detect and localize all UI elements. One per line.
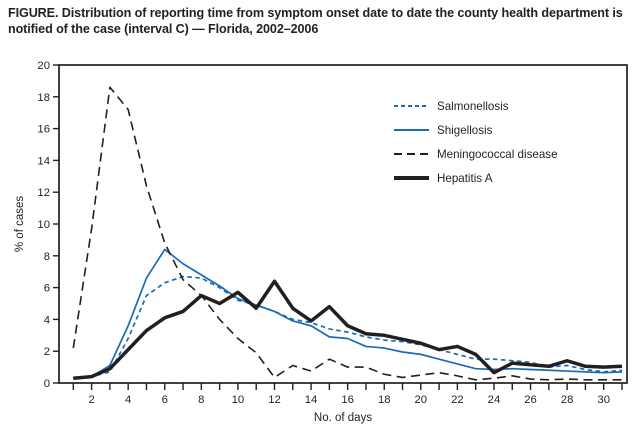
y-axis-tick-label: 16 — [37, 124, 50, 136]
y-axis-tick-label: 0 — [44, 378, 50, 390]
series-line-meningococcal-disease — [72, 86, 622, 381]
x-axis-tick-label: 16 — [341, 394, 354, 406]
x-axis-tick-label: 8 — [198, 394, 204, 406]
y-axis-label: % of cases — [14, 195, 26, 253]
y-axis-tick-label: 10 — [37, 219, 50, 231]
x-axis-tick-label: 14 — [305, 394, 318, 406]
series-line-hepatitis-a — [73, 279, 623, 380]
x-axis-tick-label: 18 — [378, 394, 391, 406]
y-axis-tick-label: 2 — [44, 346, 50, 358]
x-axis-tick-label: 10 — [232, 394, 245, 406]
y-axis-tick-label: 14 — [37, 155, 50, 167]
x-axis-tick-label: 4 — [125, 394, 131, 406]
legend-item-shigellosis: Shigellosis — [394, 118, 558, 142]
legend-label: Hepatitis A — [437, 171, 493, 185]
legend-item-meningococcal: Meningococcal disease — [394, 142, 558, 166]
x-axis-tick-label: 2 — [88, 394, 94, 406]
x-axis-label: No. of days — [313, 412, 373, 424]
legend-line-sample-salmonellosis — [394, 105, 429, 107]
legend-line-sample-shigellosis — [394, 129, 429, 131]
legend-label: Salmonellosis — [437, 99, 509, 113]
x-axis-tick-label: 22 — [451, 394, 464, 406]
y-axis-tick-label: 4 — [44, 314, 50, 326]
legend-label: Meningococcal disease — [437, 147, 558, 161]
y-axis-tick-label: 12 — [37, 187, 50, 199]
x-axis-tick-label: 30 — [597, 394, 610, 406]
legend-item-hepatitis-a: Hepatitis A — [394, 166, 558, 190]
y-axis-tick-label: 8 — [44, 251, 50, 263]
x-axis-tick-label: 28 — [561, 394, 574, 406]
x-axis-tick-label: 6 — [162, 394, 168, 406]
legend-line-sample-hepatitis-a — [394, 176, 429, 180]
legend-line-sample-meningococcal — [394, 153, 429, 155]
y-axis-tick-label: 20 — [37, 60, 50, 72]
y-axis-tick-label: 6 — [44, 283, 50, 295]
chart-legend: Salmonellosis Shigellosis Meningococcal … — [394, 94, 558, 190]
legend-label: Shigellosis — [437, 123, 493, 137]
legend-item-salmonellosis: Salmonellosis — [394, 94, 558, 118]
series-line-salmonellosis — [73, 275, 623, 380]
x-axis-tick-label: 24 — [488, 394, 501, 406]
x-axis-tick-label: 12 — [268, 394, 281, 406]
x-axis-tick-label: 20 — [415, 394, 428, 406]
figure-title: FIGURE. Distribution of reporting time f… — [8, 6, 623, 37]
series-line-shigellosis — [73, 248, 623, 380]
x-axis-tick-label: 26 — [524, 394, 537, 406]
y-axis-tick-label: 18 — [37, 92, 50, 104]
